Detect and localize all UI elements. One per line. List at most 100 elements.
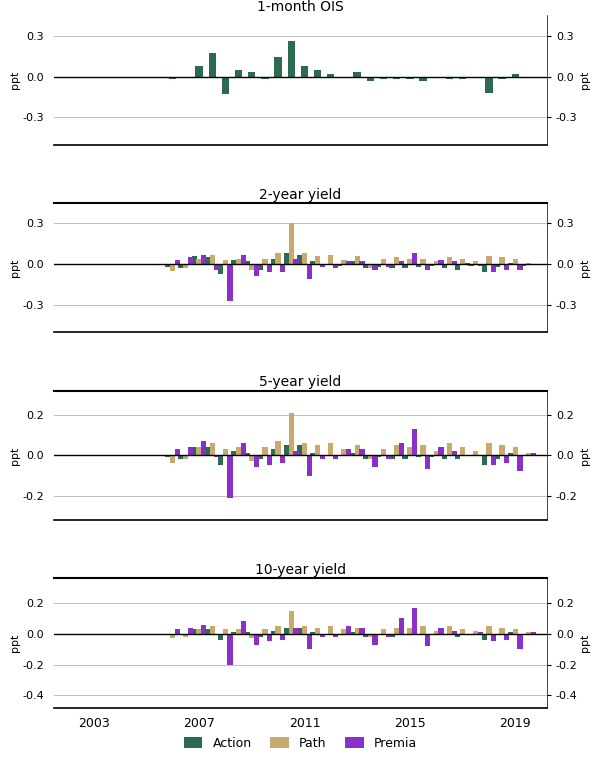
Bar <box>359 449 365 455</box>
Bar <box>386 264 391 267</box>
Bar <box>183 264 189 269</box>
Bar <box>403 264 407 269</box>
Bar <box>359 262 365 264</box>
Bar <box>473 262 478 264</box>
Bar <box>526 454 531 455</box>
Bar <box>205 629 210 634</box>
Bar <box>513 447 518 455</box>
Bar <box>495 264 500 267</box>
Bar <box>333 634 338 637</box>
Bar <box>165 455 171 457</box>
Bar <box>280 455 285 463</box>
Bar <box>407 259 412 264</box>
Bar <box>245 262 249 264</box>
Bar <box>393 77 400 79</box>
Bar <box>511 74 519 77</box>
Bar <box>197 259 202 264</box>
Bar <box>315 445 320 455</box>
Bar <box>284 628 289 634</box>
Bar <box>425 634 430 646</box>
Bar <box>297 255 302 264</box>
Bar <box>407 447 412 455</box>
Bar <box>380 77 387 79</box>
Title: 1-month OIS: 1-month OIS <box>257 0 344 14</box>
Bar <box>531 632 536 634</box>
Bar <box>367 77 374 81</box>
Bar <box>340 77 347 78</box>
Bar <box>310 454 316 455</box>
Bar <box>262 629 267 634</box>
Bar <box>486 443 492 455</box>
Y-axis label: ppt: ppt <box>581 634 590 652</box>
Bar <box>451 631 457 634</box>
Bar <box>381 449 386 455</box>
Bar <box>438 628 444 634</box>
Bar <box>465 634 470 635</box>
Bar <box>178 634 184 635</box>
Y-axis label: ppt: ppt <box>581 71 590 89</box>
Bar <box>433 631 439 634</box>
Bar <box>491 264 496 272</box>
Bar <box>376 634 382 635</box>
Bar <box>508 454 513 455</box>
Bar <box>188 257 194 264</box>
Bar <box>368 634 373 637</box>
Bar <box>240 622 246 634</box>
Bar <box>504 634 510 640</box>
Bar <box>376 455 382 457</box>
Bar <box>525 77 532 78</box>
Bar <box>188 447 194 455</box>
Bar <box>468 264 474 266</box>
Bar <box>433 262 439 264</box>
Y-axis label: ppt: ppt <box>10 71 20 89</box>
Bar <box>481 634 487 640</box>
Bar <box>526 632 531 634</box>
Bar <box>481 455 487 466</box>
Bar <box>170 264 175 271</box>
Bar <box>394 257 399 264</box>
Bar <box>178 264 184 269</box>
Bar <box>333 264 338 269</box>
Bar <box>346 626 352 634</box>
Bar <box>314 70 322 77</box>
Bar <box>465 263 470 264</box>
Bar <box>320 264 325 267</box>
Bar <box>333 455 338 460</box>
Bar <box>455 455 460 460</box>
Bar <box>262 447 267 455</box>
Bar <box>178 455 184 460</box>
Bar <box>192 447 197 455</box>
Bar <box>425 264 430 269</box>
Bar <box>310 632 316 634</box>
Bar <box>481 264 487 272</box>
Bar <box>416 264 421 267</box>
Bar <box>249 264 254 269</box>
Bar <box>320 634 325 637</box>
Bar <box>197 629 202 634</box>
Bar <box>231 260 236 264</box>
Bar <box>215 264 219 269</box>
Bar <box>346 262 352 264</box>
Bar <box>210 626 215 634</box>
Bar <box>447 626 452 634</box>
Bar <box>262 259 267 264</box>
Bar <box>460 629 465 634</box>
Bar <box>175 629 180 634</box>
Bar <box>399 443 404 455</box>
Bar <box>228 264 233 301</box>
Bar <box>275 441 281 455</box>
Bar <box>258 634 263 637</box>
Bar <box>270 259 276 264</box>
Bar <box>416 455 421 457</box>
Title: 10-year yield: 10-year yield <box>255 563 346 577</box>
Bar <box>491 634 496 642</box>
Bar <box>293 259 299 264</box>
Bar <box>307 455 312 476</box>
Bar <box>245 454 249 455</box>
Bar <box>381 629 386 634</box>
Bar <box>517 455 523 472</box>
Bar <box>302 626 307 634</box>
Y-axis label: ppt: ppt <box>10 259 20 277</box>
Bar <box>197 447 202 455</box>
Bar <box>215 455 219 457</box>
